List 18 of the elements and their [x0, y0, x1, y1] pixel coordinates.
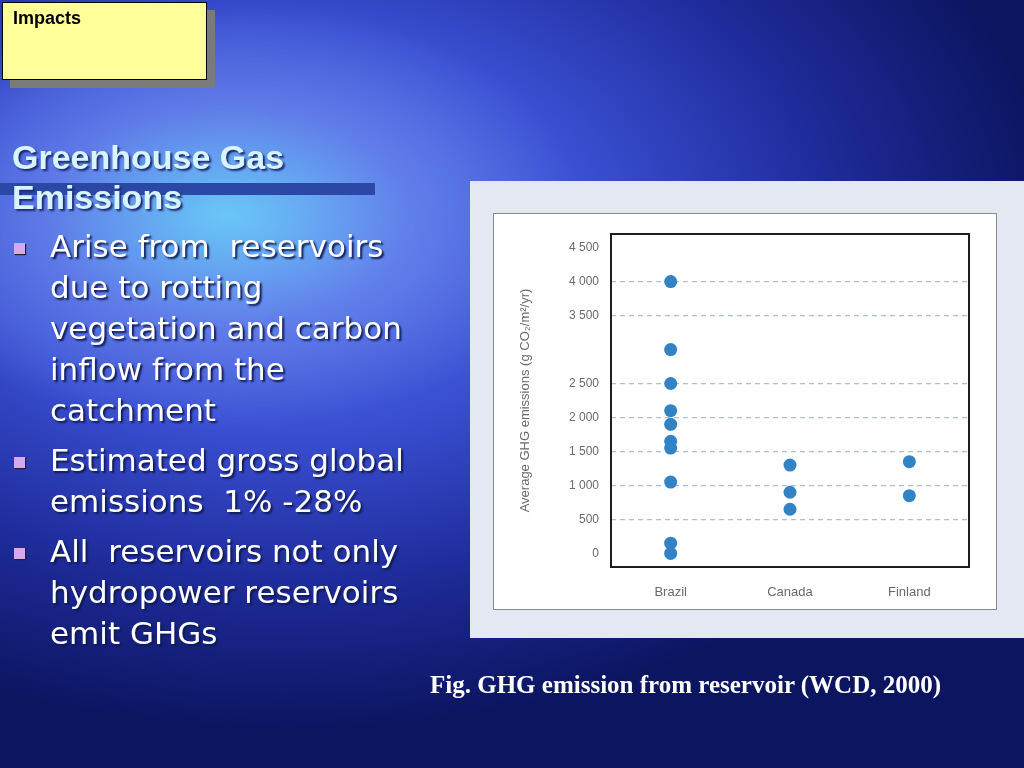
x-tick-label: Finland: [888, 584, 931, 600]
text: Estimated gross global emissions 1% -28%: [50, 441, 405, 521]
y-tick-label: 4 000: [568, 273, 600, 288]
y-tick-label: 4 500: [568, 239, 600, 254]
text: Arise from reservoirs due to rotting vegetation and carbon inflow from the catchment: [50, 227, 403, 430]
text: Impacts: [2, 2, 207, 80]
y-axis-title: Average GHG emissions (g CO₂/m²/yr): [517, 288, 533, 513]
y-tick-label: 500: [578, 511, 600, 526]
y-tick-label: 3 500: [568, 307, 600, 322]
y-tick-label: 2 000: [568, 409, 600, 424]
x-tick-label: Canada: [767, 584, 814, 600]
text: All reservoirs not only hydropower reservoirs emit GHGs: [50, 532, 400, 653]
x-tick-label: Brazil: [654, 584, 688, 600]
y-tick-label: 1 500: [568, 443, 600, 458]
y-tick-label: 1 000: [568, 477, 600, 492]
y-tick-label: 2 500: [568, 375, 600, 390]
y-tick-label: 0: [592, 545, 600, 560]
text: Fig. GHG emission from reservoir (WCD, 2000): [430, 671, 943, 699]
